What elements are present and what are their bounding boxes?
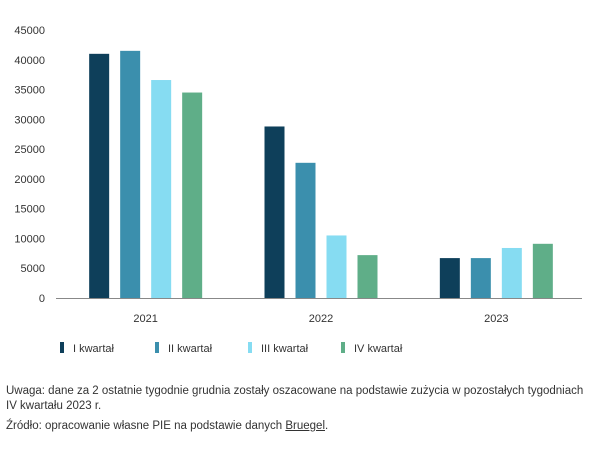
bar-2022-q3 (326, 235, 347, 298)
y-tick-label: 35000 (14, 85, 45, 97)
bar-chart: 0 5000 10000 15000 20000 25000 30000 35000 40000… (14, 25, 582, 355)
y-tick-label: 15000 (14, 204, 45, 216)
y-tick-label: 20000 (14, 174, 45, 186)
x-tick-label-2023: 2023 (484, 313, 508, 325)
bars-group (89, 50, 553, 299)
source-note: Źródło: opracowanie własne PIE na podsta… (6, 419, 590, 434)
bar-2022-q2 (295, 162, 316, 298)
bar-2021-q2 (120, 50, 141, 298)
legend-label-q1: I kwartał (73, 343, 115, 355)
bar-2023-q2 (470, 258, 491, 298)
y-tick-label: 0 (39, 293, 45, 305)
legend-label-q4: IV kwartał (354, 343, 403, 355)
bar-2022-q1 (264, 126, 285, 298)
chart-notes: Uwaga: dane za 2 ostatnie tygodnie grudn… (6, 384, 590, 434)
bar-2023-q4 (532, 243, 553, 298)
legend-swatch-q1 (60, 342, 64, 353)
legend-swatch-q3 (248, 342, 252, 353)
x-axis: 2021 2022 2023 (133, 313, 508, 325)
y-tick-label: 45000 (14, 25, 45, 37)
y-tick-label: 10000 (14, 233, 45, 245)
y-axis: 0 5000 10000 15000 20000 25000 30000 35000 40000… (14, 25, 45, 305)
y-tick-label: 25000 (14, 144, 45, 156)
source-link-bruegel[interactable]: Bruegel (285, 420, 325, 432)
legend: I kwartał II kwartał III kwartał IV kwartał (60, 342, 403, 355)
legend-swatch-q2 (155, 342, 159, 353)
bar-2022-q4 (357, 255, 378, 298)
legend-label-q2: II kwartał (168, 343, 213, 355)
bar-2021-q3 (151, 80, 172, 298)
y-tick-label: 5000 (21, 263, 45, 275)
source-suffix: . (325, 420, 329, 432)
bar-2021-q4 (182, 92, 203, 299)
bar-2023-q1 (439, 258, 460, 298)
x-tick-label-2021: 2021 (133, 313, 157, 325)
legend-label-q3: III kwartał (261, 343, 309, 355)
y-tick-label: 40000 (14, 55, 45, 67)
bar-2023-q3 (501, 247, 522, 298)
x-tick-label-2022: 2022 (309, 313, 333, 325)
legend-swatch-q4 (341, 342, 345, 353)
y-tick-label: 30000 (14, 114, 45, 126)
source-prefix: Źródło: opracowanie własne PIE na podsta… (6, 420, 286, 432)
remark-note: Uwaga: dane za 2 ostatnie tygodnie grudn… (6, 385, 584, 412)
bar-2021-q1 (89, 53, 110, 299)
